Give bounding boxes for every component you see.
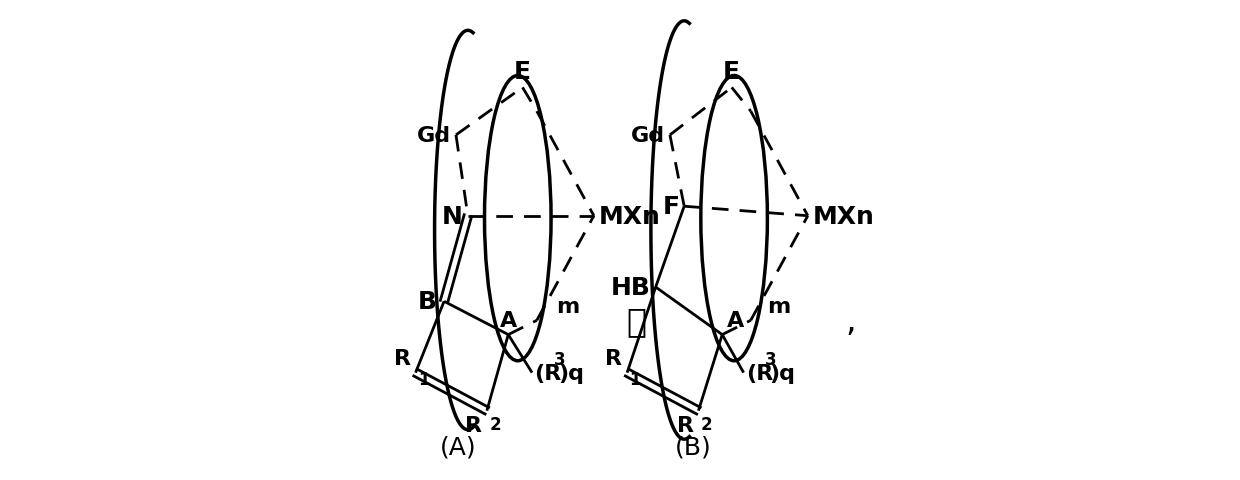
Text: ,: ,	[846, 304, 856, 337]
Text: m: m	[768, 296, 791, 316]
Text: (R: (R	[746, 363, 774, 383]
Text: )q: )q	[558, 363, 584, 383]
Text: 和: 和	[626, 304, 646, 337]
Text: MXn: MXn	[812, 204, 874, 228]
Text: Gd: Gd	[417, 126, 451, 145]
Text: R: R	[677, 416, 693, 435]
Text: 2: 2	[701, 416, 713, 433]
Text: (B): (B)	[676, 434, 712, 458]
Text: R: R	[394, 348, 410, 368]
Text: 1: 1	[630, 371, 641, 388]
Text: (A): (A)	[440, 434, 476, 458]
Text: 2: 2	[490, 416, 501, 433]
Text: R: R	[465, 416, 482, 435]
Text: B: B	[418, 290, 436, 313]
Text: E: E	[515, 60, 531, 84]
Text: 1: 1	[418, 371, 429, 388]
Text: A: A	[727, 310, 744, 330]
Text: HB: HB	[611, 276, 651, 300]
Text: 3: 3	[765, 350, 776, 368]
Text: F: F	[662, 195, 680, 219]
Text: A: A	[500, 310, 517, 330]
Text: m: m	[556, 296, 579, 316]
Text: )q: )q	[770, 363, 796, 383]
Text: R: R	[605, 348, 622, 368]
Text: MXn: MXn	[599, 204, 661, 228]
Text: 3: 3	[553, 350, 565, 368]
Text: E: E	[723, 60, 740, 84]
Text: (R: (R	[534, 363, 562, 383]
Text: Gd: Gd	[631, 126, 665, 145]
Text: N: N	[443, 204, 463, 228]
